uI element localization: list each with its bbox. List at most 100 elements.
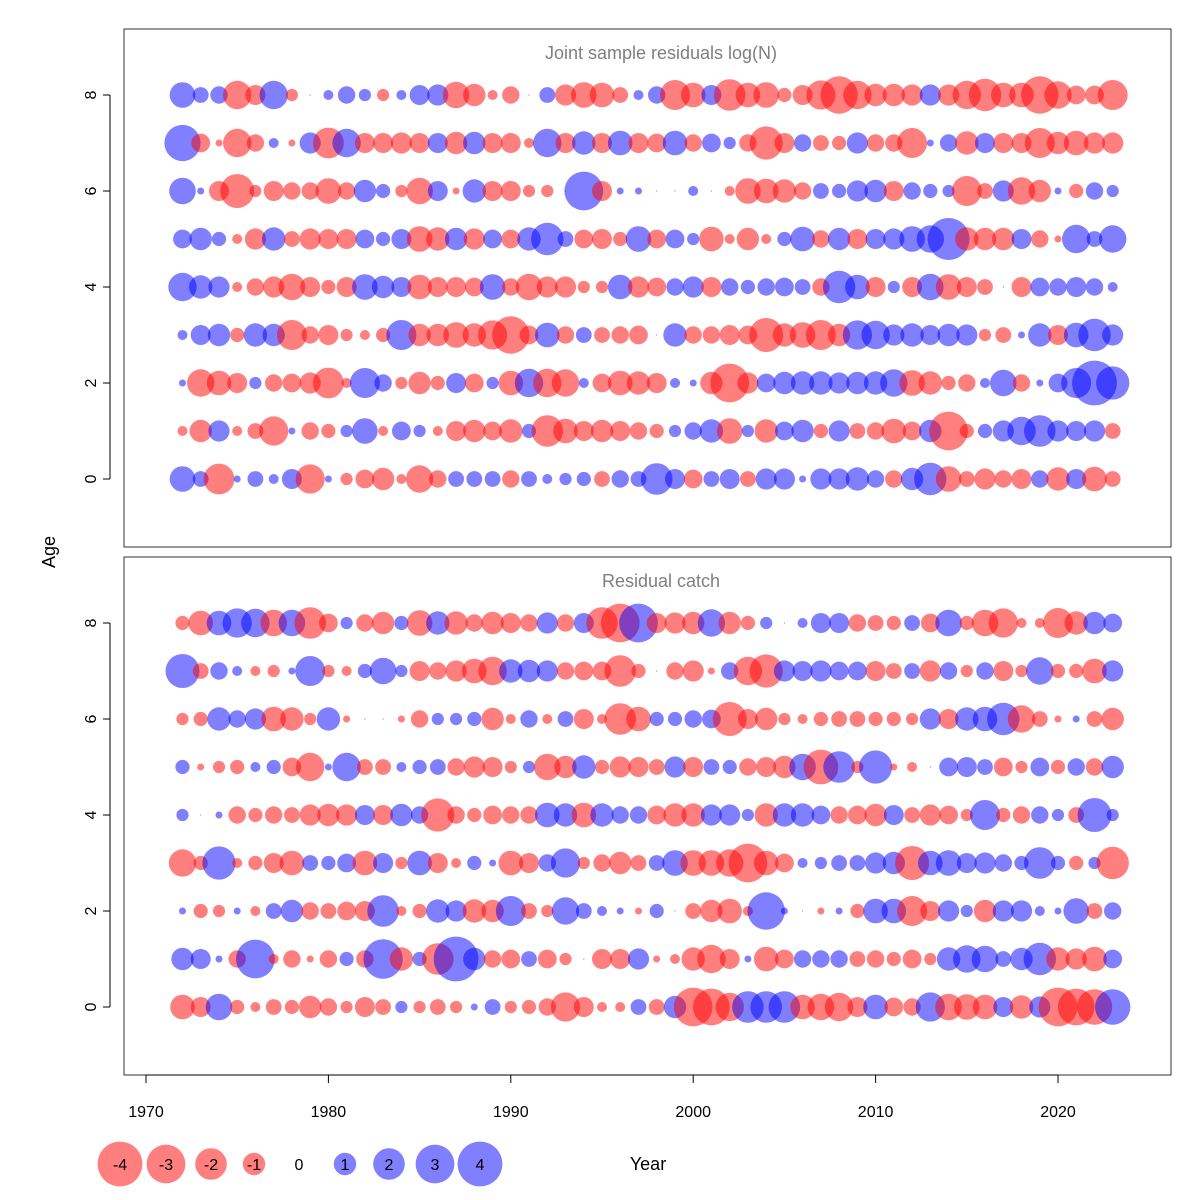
bubble [811,805,831,825]
bubble [1050,759,1066,775]
bubble [535,802,560,828]
bubble [500,181,521,201]
bubble [200,814,202,816]
bubble [1063,130,1089,156]
bubble [340,472,353,486]
bubble [553,418,578,444]
bubble [191,133,211,153]
bubble [883,228,905,250]
bubble [192,663,209,679]
bubble [531,222,564,256]
bubble [446,373,467,393]
bubble [413,424,426,438]
bubble [829,613,850,633]
bubble [1036,379,1044,387]
bubble [627,276,650,298]
bubble [810,660,832,682]
bubble [831,711,847,727]
bubble [813,711,829,727]
legend-bubble [333,1152,357,1176]
bubble [684,710,702,728]
bubble [773,755,796,779]
bubble [260,609,288,637]
bubble [396,762,407,772]
bubble [288,139,296,147]
bubble [713,79,746,111]
bubble [406,226,433,252]
bubble [288,667,296,675]
legend-item: -1 [242,1152,266,1176]
bubble [467,807,482,823]
bubble [337,901,356,921]
bubble [373,853,394,873]
bubble [1065,948,1087,970]
bubble [1069,855,1084,871]
bubble [210,662,228,680]
bubble [741,808,755,822]
bubble [179,379,186,387]
bubble [649,903,664,919]
bubble [282,373,302,393]
y-tick-label: 6 [83,714,100,723]
bubble [737,709,758,729]
bubble [1082,658,1107,684]
bubble [688,186,699,196]
bubble [846,371,869,395]
bubble [528,94,530,96]
y-axis: 0 2 4 6 8 [83,618,111,1011]
bubble [813,135,829,151]
bubble [467,711,482,727]
bubble [409,85,430,105]
bubble [775,421,794,441]
bubble [429,662,447,680]
bubble [954,994,980,1020]
bubble [604,655,636,687]
bubble [902,949,922,969]
bubble [1024,847,1056,879]
legend-label: 2 [385,1157,394,1174]
bubble [171,947,194,971]
bubble [521,903,537,919]
bubble [321,279,336,295]
bubble [812,950,830,968]
bubble [421,798,455,832]
bubble [319,613,338,633]
bubble [406,610,433,636]
bubble [797,714,808,724]
bubble [791,419,814,443]
bubble [444,611,468,635]
bubble [232,426,243,436]
bubble [521,951,537,967]
bubble [376,231,391,247]
bubble [267,664,280,678]
bubble [583,958,585,960]
bubble [284,807,300,823]
bubble [495,896,526,926]
bubble [280,707,304,731]
bubble [541,904,554,918]
bubble [753,946,779,972]
bubble [700,804,723,826]
bubble [464,373,484,393]
bubble [735,178,761,204]
bubble [246,134,265,152]
bubble [483,229,502,249]
legend-bubble [415,1144,455,1184]
bubble [594,327,610,343]
bubble [521,471,537,487]
bubble [395,1000,408,1014]
bubble [865,852,887,874]
bubble [635,907,642,915]
bubble [427,181,448,201]
bubble [463,756,485,778]
bubble [597,1002,607,1012]
bubble [883,805,904,825]
bubble [280,899,304,923]
bubble [864,179,887,203]
bubble [301,326,319,344]
legend-label: 0 [295,1157,304,1174]
bubble [956,757,977,777]
bubble [993,661,1014,681]
bubble [535,322,560,348]
bubble [392,421,411,441]
